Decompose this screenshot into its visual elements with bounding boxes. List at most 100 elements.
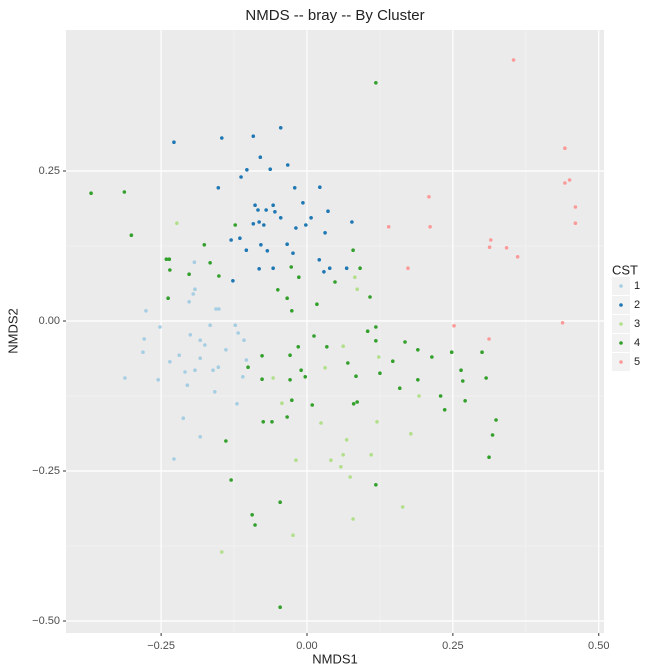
point [183,370,187,374]
point [168,268,172,272]
point [216,186,221,190]
point [185,383,190,388]
point [573,221,578,225]
point [198,338,203,343]
point [260,377,264,382]
point [310,403,315,407]
y-axis-label: NMDS2 [5,308,20,354]
point [285,242,289,246]
point [214,307,218,311]
point [344,266,349,271]
y-tick-label: −0.25 [32,465,60,477]
point [487,337,491,341]
point [318,185,322,189]
point [123,376,127,380]
point [301,201,305,205]
point [208,323,212,328]
point [375,420,379,424]
point [271,376,275,380]
point [442,408,447,412]
point [294,226,298,230]
point [355,400,359,404]
point [374,339,378,343]
point [229,238,233,242]
point [156,378,160,382]
point [326,209,330,213]
y-tick-label: −0.50 [32,615,60,627]
point [438,394,443,398]
point [368,295,372,299]
point [417,394,421,398]
point [260,354,264,358]
legend-marker [619,284,623,288]
point [203,343,207,347]
point [374,325,378,329]
point [290,309,294,313]
point [259,243,263,247]
point [278,216,283,220]
point [229,478,233,482]
point [327,266,332,271]
point [303,375,308,379]
point [164,257,169,262]
point [172,457,176,461]
point [430,355,434,359]
point [409,432,413,436]
point [416,348,420,352]
point [129,233,134,237]
point [288,353,292,358]
point [242,338,246,343]
point [297,275,301,280]
point [304,223,308,227]
plot-panel [66,30,604,633]
point [198,435,203,439]
point [312,334,316,338]
point [291,251,295,255]
point [219,550,224,554]
point [289,265,294,269]
point [296,345,301,349]
point [246,365,250,370]
point [168,360,172,364]
point [167,257,172,262]
point [488,238,493,242]
legend-label: 1 [634,280,640,292]
point [198,356,203,361]
x-tick-label: 0.50 [588,640,609,652]
point [191,292,196,296]
point [329,458,333,463]
point [416,378,420,382]
point [285,415,289,419]
point [262,223,266,227]
legend-label: 2 [634,299,640,311]
point [158,325,162,329]
point [325,345,329,349]
x-tick-label: −0.25 [147,640,175,652]
legend-marker [619,303,623,307]
point [241,375,245,379]
point [257,220,261,224]
point [177,353,182,358]
point [323,231,327,235]
point [270,420,274,424]
point [309,216,313,220]
point [290,398,294,403]
point [278,605,282,609]
point [245,168,249,172]
point [341,344,345,349]
point [233,223,238,227]
point [333,280,337,284]
point [236,331,240,335]
point [217,307,221,311]
point [235,402,239,406]
point [251,134,256,138]
point [175,221,179,225]
point [208,261,212,265]
legend-label: 4 [634,337,640,349]
point [351,517,355,521]
point [480,350,484,355]
legend-title: CST [612,262,638,277]
point [323,366,327,370]
point [560,321,565,325]
point [122,190,127,194]
